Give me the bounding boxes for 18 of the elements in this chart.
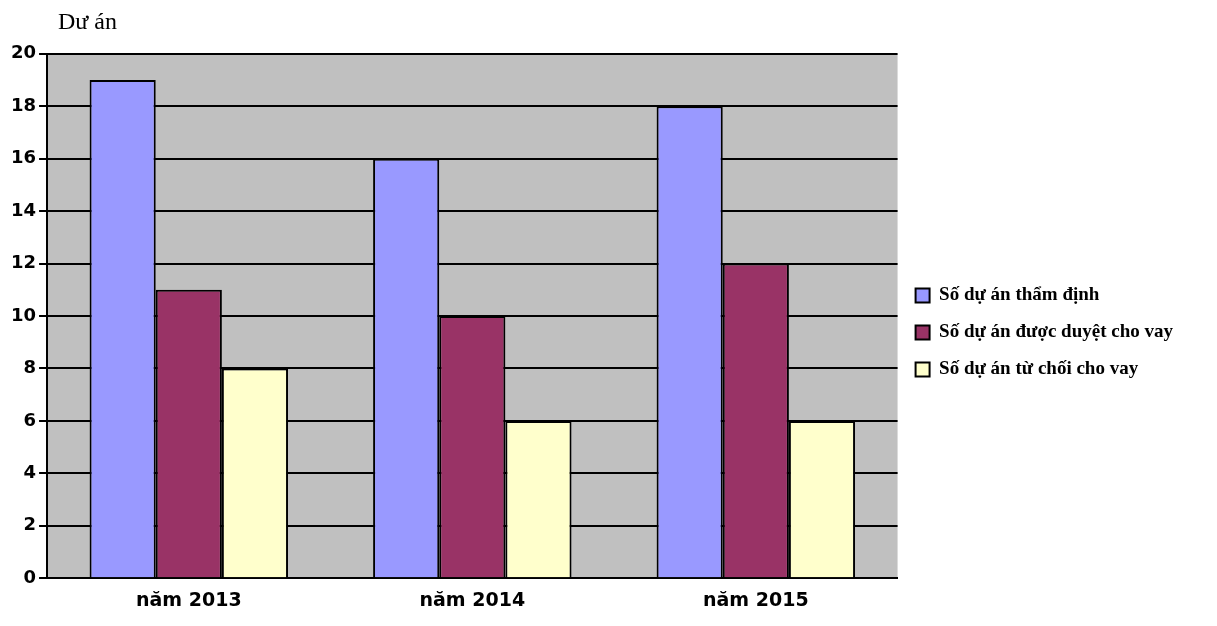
y-tick-label: 20 [10,41,37,63]
y-tick-label: 2 [23,513,37,535]
y-tick-label: 4 [23,460,37,482]
legend-label: Số dự án được duyệt cho vay [939,320,1174,342]
y-axis-title: Dư án [58,8,118,36]
y-tick-label: 8 [23,356,37,378]
x-tick-label: năm 2013 [135,587,242,610]
y-tick-label: 12 [10,251,37,273]
y-tick-label: 16 [10,146,37,168]
y-tick-label: 18 [10,93,37,115]
x-tick-label: năm 2015 [703,587,809,610]
legend-label: Số dự án thẩm định [939,283,1100,305]
y-tick-label: 14 [10,198,37,220]
y-tick-label: 0 [23,565,37,587]
y-tick-label: 6 [23,408,37,430]
x-tick-label: năm 2014 [419,587,526,610]
y-tick-label: 10 [10,303,37,325]
legend-label: Số dự án từ chối cho vay [939,357,1139,379]
